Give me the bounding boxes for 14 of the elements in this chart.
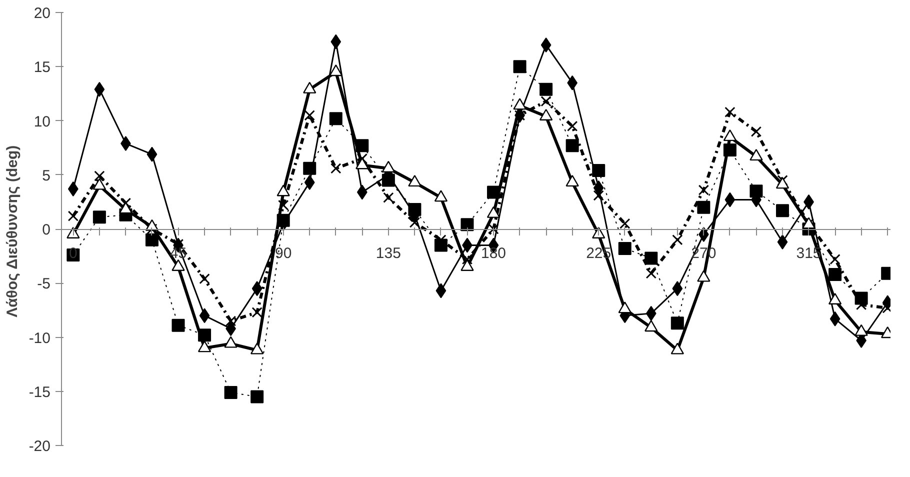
y-tick-label: 20 [34, 5, 51, 22]
x-tick-label: 0 [69, 245, 78, 262]
y-tick-label: 10 [34, 113, 51, 130]
y-axis-title: Λάθος Διεύθυνσης (deg) [4, 145, 21, 318]
y-tick-label: 0 [42, 222, 50, 238]
x-tick-label: 90 [275, 245, 292, 262]
y-tick-label: -10 [28, 330, 51, 347]
y-tick-label: -15 [28, 384, 51, 401]
y-tick-label: -5 [37, 276, 51, 293]
y-tick-label: -20 [28, 438, 51, 455]
x-tick-label: 135 [376, 245, 401, 262]
x-tick-label: 180 [481, 245, 506, 262]
y-tick-label: 5 [42, 167, 50, 184]
y-tick-label: 15 [34, 59, 51, 76]
